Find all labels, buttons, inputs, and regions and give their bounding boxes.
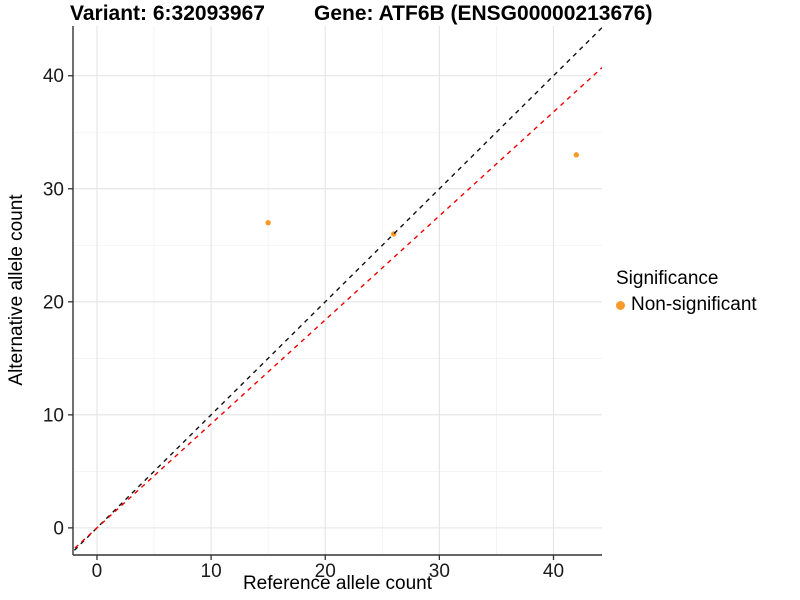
- data-points: [265, 152, 580, 237]
- identity-line: [73, 26, 602, 553]
- x-axis-label: Reference allele count: [242, 573, 433, 594]
- minor-gridlines: [73, 26, 602, 555]
- variant-title: Variant: 6:32093967: [70, 2, 265, 25]
- x-tick-label: 10: [201, 561, 222, 582]
- x-tick-label: 20: [315, 561, 336, 582]
- y-axis-label: Alternative allele count: [6, 194, 27, 386]
- x-tick-label: 0: [92, 561, 103, 582]
- tick-marks: [68, 75, 555, 560]
- y-tick-label: 0: [53, 518, 64, 539]
- expected-ratio-line: [73, 66, 602, 551]
- axis-lines: [72, 26, 602, 556]
- y-tick-label: 10: [43, 405, 64, 426]
- legend-item-label: Non-significant: [631, 294, 757, 315]
- data-point: [265, 219, 271, 226]
- tick-labels: 0 10 20 30 40 0 10 20 30 40: [43, 66, 564, 582]
- y-tick-label: 20: [43, 292, 64, 313]
- x-tick-label: 40: [543, 561, 564, 582]
- gene-title: Gene: ATF6B (ENSG00000213676): [314, 2, 653, 25]
- legend-point-icon: [616, 300, 625, 310]
- data-point: [573, 152, 580, 158]
- major-gridlines: [73, 26, 602, 555]
- legend-title: Significance: [616, 268, 719, 289]
- y-tick-label: 30: [43, 179, 64, 200]
- y-tick-label: 40: [43, 66, 64, 87]
- legend: Significance Non-significant: [616, 268, 757, 316]
- legend-item-non-significant: Non-significant: [616, 294, 757, 316]
- reference-lines: [73, 26, 602, 553]
- x-tick-label: 30: [429, 561, 450, 582]
